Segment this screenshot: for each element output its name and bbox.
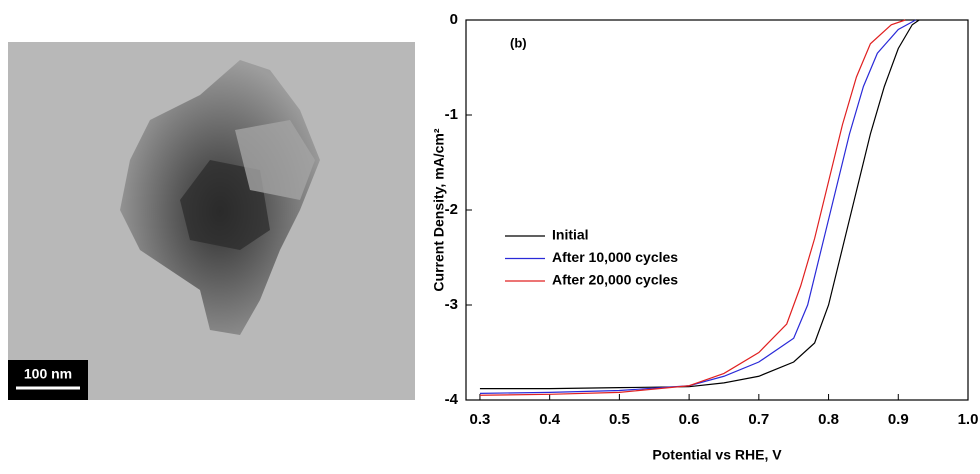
tem-image: 100 nm (8, 42, 415, 400)
series-line (479, 19, 916, 394)
x-tick-label: 0.9 (888, 411, 909, 428)
y-tick-label: 0 (450, 11, 458, 28)
series-line (479, 19, 920, 390)
legend-label: After 10,000 cycles (552, 249, 678, 265)
y-axis-label: Current Density, mA/cm² (431, 128, 447, 291)
scale-label: 100 nm (24, 366, 72, 382)
x-tick-label: 0.3 (470, 411, 491, 428)
series-line (479, 19, 906, 396)
x-tick-label: 1.0 (958, 411, 979, 428)
x-tick-label: 0.8 (818, 411, 839, 428)
legend-label: Initial (552, 227, 589, 243)
annotation: (b) (510, 35, 527, 50)
x-tick-label: 0.6 (679, 411, 700, 428)
plot-frame (465, 19, 969, 401)
x-tick-label: 0.4 (539, 411, 561, 428)
y-tick-label: -1 (445, 106, 458, 123)
y-tick-label: -2 (445, 201, 458, 218)
x-axis-label: Potential vs RHE, V (652, 447, 782, 463)
x-tick-label: 0.5 (609, 411, 630, 428)
x-tick-label: 0.7 (748, 411, 769, 428)
y-tick-label: -3 (445, 296, 458, 313)
legend-label: After 20,000 cycles (552, 272, 678, 288)
y-tick-label: -4 (445, 391, 459, 408)
